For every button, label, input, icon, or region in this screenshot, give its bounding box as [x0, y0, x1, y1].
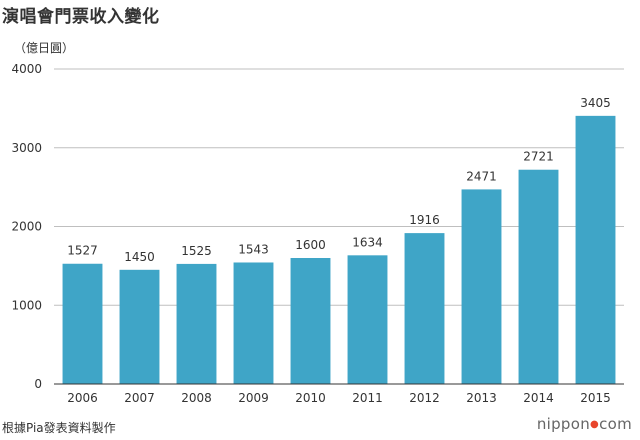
- x-tick-label: 2013: [466, 391, 497, 405]
- y-tick-label: 3000: [11, 141, 42, 155]
- y-tick-label: 2000: [11, 220, 42, 234]
- bars: [62, 115, 616, 384]
- data-labels: 1527 1450 1525 1543 1600 1634 1916 2471 2721 3405: [67, 96, 611, 264]
- x-tick-label: 2015: [580, 391, 611, 405]
- x-tick-label: 2010: [295, 391, 326, 405]
- y-axis-label: （億日圓）: [14, 41, 74, 55]
- brand-logo: nippon●com: [537, 415, 632, 433]
- y-tick-labels: 0 1000 2000 3000 4000: [11, 62, 42, 391]
- x-tick-label: 2011: [352, 391, 383, 405]
- y-tick-label: 4000: [11, 62, 42, 76]
- data-label: 1525: [181, 244, 212, 258]
- chart-title: 演唱會門票收入變化: [2, 7, 160, 27]
- brand-name-prefix: nippon: [536, 415, 591, 433]
- bar: [290, 258, 331, 384]
- x-tick-label: 2009: [238, 391, 269, 405]
- source-note: 根據Pia發表資料製作: [2, 421, 116, 435]
- brand-name-suffix: com: [599, 415, 632, 433]
- x-tick-label: 2006: [67, 391, 98, 405]
- x-tick-label: 2007: [124, 391, 155, 405]
- x-tick-labels: 2006 2007 2008 2009 2010 2011 2012 2013 2014 2015: [67, 391, 611, 405]
- data-label: 2721: [523, 150, 554, 164]
- bar: [461, 189, 502, 384]
- bar: [575, 115, 616, 384]
- bar: [347, 255, 388, 384]
- data-label: 1600: [295, 238, 326, 252]
- bar: [62, 263, 103, 384]
- bar: [518, 169, 559, 384]
- x-tick-label: 2014: [523, 391, 554, 405]
- data-label: 1916: [409, 213, 440, 227]
- bar: [119, 269, 160, 384]
- data-label: 2471: [466, 169, 497, 183]
- data-label: 1634: [352, 235, 383, 249]
- brand-dot: ●: [590, 419, 600, 430]
- y-tick-label: 0: [34, 377, 42, 391]
- bar: [233, 262, 274, 384]
- data-label: 1450: [124, 250, 155, 264]
- bar: [176, 263, 217, 384]
- data-label: 1527: [67, 244, 98, 258]
- y-tick-label: 1000: [11, 298, 42, 312]
- bar: [404, 233, 445, 384]
- x-tick-label: 2008: [181, 391, 212, 405]
- x-tick-label: 2012: [409, 391, 440, 405]
- data-label: 1543: [238, 242, 269, 256]
- data-label: 3405: [580, 96, 611, 110]
